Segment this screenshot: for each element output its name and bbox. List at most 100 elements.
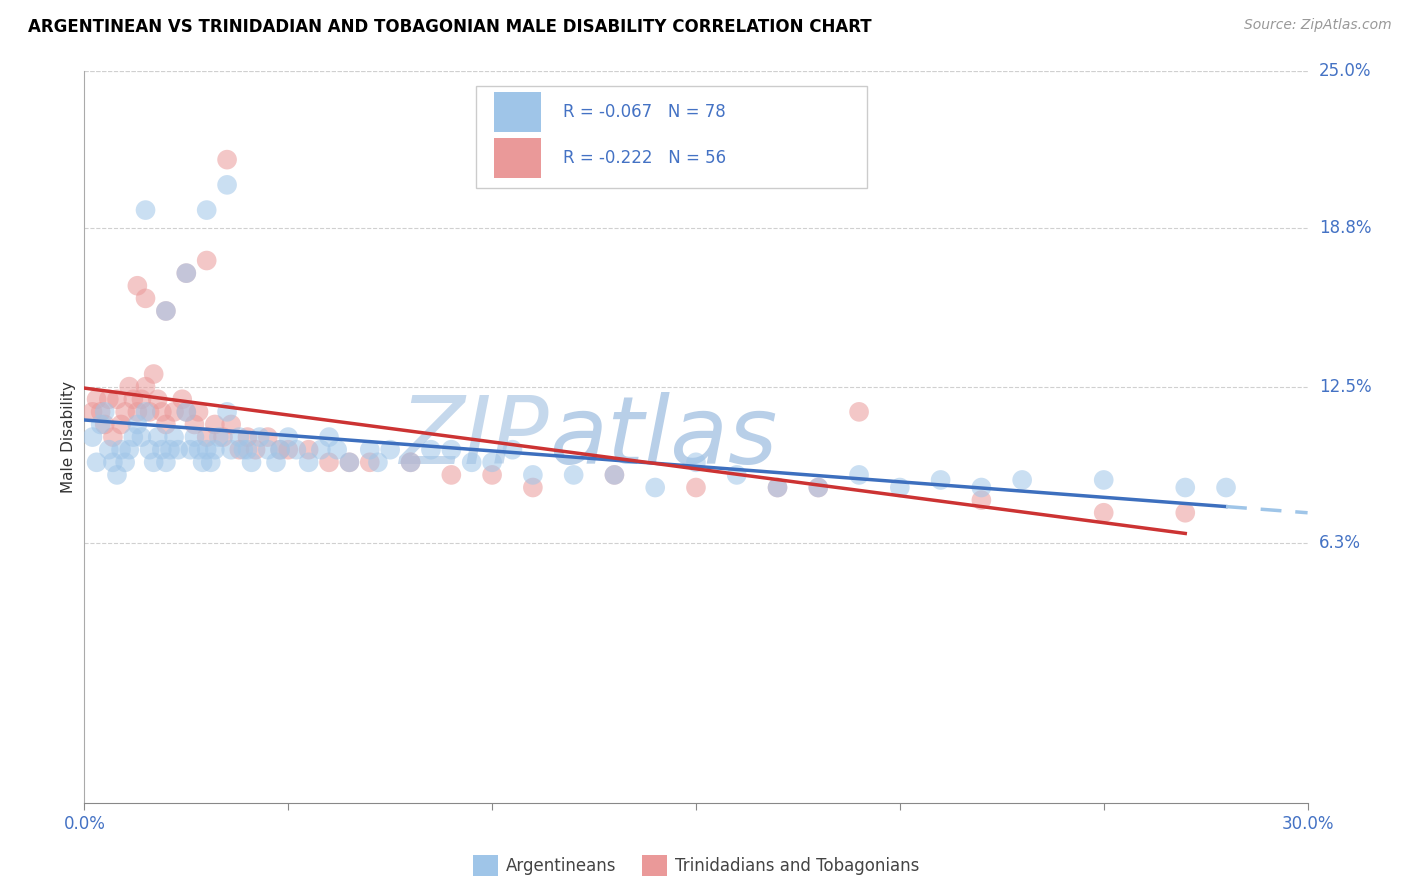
Point: [208, 430, 231, 444]
Point: [155, 417, 177, 432]
Point: [522, 467, 544, 482]
Point: [562, 467, 585, 482]
Point: [367, 455, 389, 469]
Point: [118, 379, 141, 393]
Point: [86, 392, 108, 407]
Point: [155, 304, 177, 318]
Point: [150, 442, 173, 457]
Point: [228, 430, 250, 444]
Point: [127, 417, 149, 432]
Point: [929, 473, 952, 487]
Point: [159, 442, 181, 457]
Text: Source: ZipAtlas.com: Source: ZipAtlas.com: [1244, 18, 1392, 32]
Point: [264, 455, 287, 469]
Point: [179, 442, 201, 457]
Point: [97, 392, 120, 407]
Point: [174, 405, 197, 419]
Y-axis label: Male Disability: Male Disability: [60, 381, 76, 493]
Point: [326, 442, 349, 457]
Point: [187, 405, 209, 419]
Point: [1011, 473, 1033, 487]
Point: [187, 442, 209, 457]
Point: [522, 481, 544, 495]
Point: [440, 467, 463, 482]
Point: [420, 442, 443, 457]
Point: [309, 442, 332, 457]
Point: [481, 467, 503, 482]
Point: [889, 481, 911, 495]
Point: [359, 455, 381, 469]
Point: [163, 405, 186, 419]
Point: [122, 392, 145, 407]
Point: [195, 430, 218, 444]
Point: [82, 405, 104, 419]
Point: [399, 455, 422, 469]
Point: [217, 405, 239, 419]
Point: [257, 442, 280, 457]
Point: [481, 455, 503, 469]
Point: [131, 430, 153, 444]
Point: [174, 266, 197, 280]
Point: [245, 442, 267, 457]
Point: [204, 417, 226, 432]
Point: [122, 430, 145, 444]
Point: [172, 392, 194, 407]
Point: [269, 442, 291, 457]
Point: [138, 442, 160, 457]
Point: [1092, 506, 1115, 520]
Point: [150, 405, 173, 419]
Point: [195, 253, 218, 268]
Point: [257, 430, 280, 444]
Point: [110, 442, 132, 457]
FancyBboxPatch shape: [494, 137, 541, 178]
Point: [461, 455, 484, 469]
Point: [285, 442, 308, 457]
Point: [766, 481, 789, 495]
Text: R = -0.067   N = 78: R = -0.067 N = 78: [562, 103, 725, 121]
Text: 18.8%: 18.8%: [1319, 219, 1371, 236]
Point: [217, 178, 239, 192]
Point: [644, 481, 666, 495]
Point: [399, 455, 422, 469]
Point: [318, 430, 340, 444]
Point: [236, 430, 259, 444]
Point: [807, 481, 830, 495]
Point: [163, 430, 186, 444]
Point: [97, 442, 120, 457]
Point: [848, 405, 870, 419]
FancyBboxPatch shape: [475, 86, 868, 188]
Point: [135, 405, 157, 419]
Point: [191, 455, 214, 469]
Point: [142, 455, 165, 469]
Point: [217, 153, 239, 167]
Point: [183, 430, 205, 444]
Point: [502, 442, 524, 457]
Point: [174, 405, 197, 419]
Point: [1174, 506, 1197, 520]
Point: [1174, 481, 1197, 495]
Text: R = -0.222   N = 56: R = -0.222 N = 56: [562, 149, 725, 167]
Point: [359, 442, 381, 457]
Point: [110, 417, 132, 432]
Point: [167, 442, 190, 457]
Text: 25.0%: 25.0%: [1319, 62, 1371, 80]
Point: [127, 405, 149, 419]
Point: [86, 455, 108, 469]
Text: ZIP: ZIP: [399, 392, 550, 483]
Point: [236, 442, 259, 457]
Point: [298, 442, 321, 457]
Point: [685, 481, 707, 495]
Point: [114, 455, 136, 469]
Point: [725, 467, 748, 482]
FancyBboxPatch shape: [494, 92, 541, 132]
Text: 12.5%: 12.5%: [1319, 377, 1371, 396]
Point: [135, 291, 157, 305]
Text: ARGENTINEAN VS TRINIDADIAN AND TOBAGONIAN MALE DISABILITY CORRELATION CHART: ARGENTINEAN VS TRINIDADIAN AND TOBAGONIA…: [28, 18, 872, 36]
Text: 6.3%: 6.3%: [1319, 534, 1361, 552]
Point: [114, 405, 136, 419]
Point: [174, 266, 197, 280]
Point: [93, 405, 115, 419]
Point: [101, 430, 124, 444]
Point: [101, 455, 124, 469]
Point: [155, 455, 177, 469]
